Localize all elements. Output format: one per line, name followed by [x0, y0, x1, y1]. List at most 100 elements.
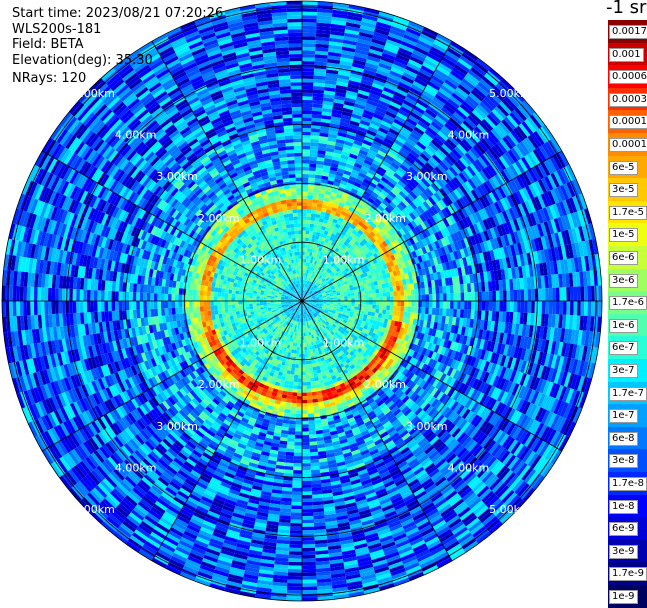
data-cell [305, 234, 309, 238]
data-cell [302, 114, 312, 118]
data-cell [387, 301, 391, 306]
data-cell [376, 293, 380, 297]
data-cell [580, 301, 584, 316]
data-cell [535, 301, 539, 313]
data-cell [447, 293, 451, 301]
data-cell [302, 188, 308, 192]
data-cell [309, 231, 313, 235]
data-cell [302, 117, 312, 121]
data-cell [302, 160, 309, 164]
data-cell [470, 310, 474, 319]
data-cell [372, 297, 376, 301]
data-cell [302, 36, 316, 40]
data-cell [559, 301, 563, 315]
data-cell [428, 308, 432, 315]
data-cell [524, 289, 528, 301]
data-cell [450, 301, 454, 309]
data-cell [496, 301, 500, 311]
data-cell [302, 174, 309, 178]
data-cell [506, 290, 510, 301]
data-cell [305, 361, 309, 365]
data-cell [372, 305, 376, 309]
data-cell [341, 303, 345, 305]
data-cell [397, 296, 401, 301]
data-cell [305, 238, 309, 242]
data-cell [372, 289, 376, 293]
data-cell [355, 304, 359, 307]
data-cell [556, 288, 560, 301]
data-cell [492, 291, 496, 301]
data-cell [351, 304, 355, 307]
data-cell [369, 305, 373, 309]
data-cell [309, 171, 316, 175]
data-cell [309, 441, 317, 445]
data-cell [447, 301, 451, 309]
data-cell [549, 288, 553, 301]
data-cell [306, 385, 311, 389]
data-cell [461, 293, 465, 301]
data-cell [313, 402, 319, 406]
data-cell [460, 309, 464, 318]
data-cell [308, 413, 314, 417]
data-cell [341, 297, 345, 299]
data-cell [439, 301, 443, 308]
data-cell [302, 202, 307, 206]
data-cell [369, 301, 373, 305]
data-cell [390, 291, 394, 296]
data-cell [403, 284, 407, 290]
data-cell [310, 220, 315, 224]
data-cell [310, 135, 319, 139]
data-cell [306, 220, 310, 224]
data-cell [403, 312, 407, 318]
data-cell [305, 248, 308, 252]
data-cell [310, 146, 318, 150]
data-cell [302, 61, 315, 65]
data-cell [311, 388, 316, 392]
data-cell [351, 298, 355, 301]
data-cell [390, 306, 394, 311]
data-cell [302, 220, 306, 224]
data-cell [358, 298, 362, 301]
data-cell [310, 139, 319, 143]
data-cell [362, 294, 366, 298]
data-cell [442, 286, 446, 294]
data-cell [382, 288, 386, 293]
data-cell [407, 284, 411, 290]
data-cell [393, 311, 397, 316]
data-cell [302, 86, 313, 90]
data-cell [302, 65, 314, 69]
data-cell [542, 301, 546, 314]
data-cell [371, 312, 375, 316]
data-cell [577, 286, 581, 301]
data-cell [499, 290, 503, 301]
data-cell [302, 29, 316, 33]
data-cell [549, 301, 553, 314]
data-cell [457, 301, 461, 309]
data-cell [306, 213, 311, 217]
data-cell [368, 290, 372, 294]
data-cell [310, 455, 318, 459]
data-cell [310, 378, 315, 382]
data-cell [482, 301, 486, 311]
data-cell [307, 248, 310, 252]
data-cell [489, 291, 493, 301]
data-cell [390, 296, 394, 301]
data-cell [432, 287, 436, 294]
data-cell [439, 308, 443, 316]
data-cell [535, 289, 539, 301]
data-cell [302, 128, 311, 132]
data-cell [517, 290, 521, 301]
data-cell [463, 284, 467, 293]
data-cell [309, 427, 316, 431]
data-cell [387, 296, 391, 301]
data-cell [418, 295, 422, 301]
data-cell [302, 163, 309, 167]
data-cell [348, 303, 352, 306]
data-cell [435, 287, 439, 294]
data-cell [306, 216, 311, 220]
data-cell [302, 149, 310, 153]
data-cell [307, 392, 312, 396]
data-cell [513, 301, 517, 312]
data-cell [313, 196, 319, 200]
data-cell [302, 15, 317, 19]
